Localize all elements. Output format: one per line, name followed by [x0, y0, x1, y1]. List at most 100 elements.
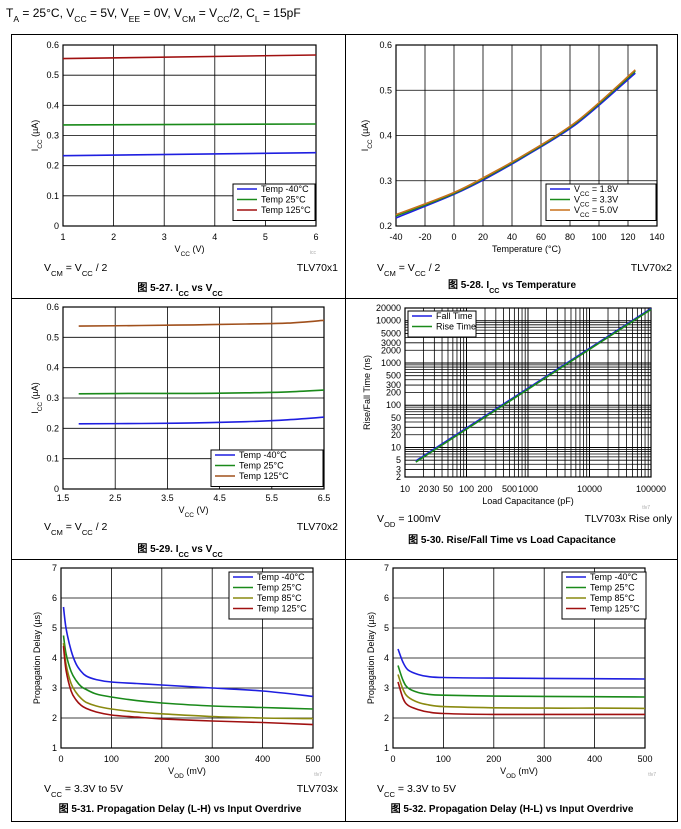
x-tick-label: 10000	[577, 484, 602, 494]
x-tick-label: 0	[58, 754, 63, 764]
y-tick-label: 6	[384, 593, 389, 603]
y-tick-label: 2000	[381, 345, 401, 355]
x-tick-label: 500	[502, 484, 517, 494]
x-tick-label: 400	[255, 754, 270, 764]
x-tick-label: 3	[162, 232, 167, 242]
x-tick-label: 30	[429, 484, 439, 494]
plot-area-border	[60, 567, 314, 749]
x-tick-label: 80	[565, 232, 575, 242]
y-tick-label: 2	[52, 713, 57, 723]
y-tick-label: 3	[52, 683, 57, 693]
y-axis-label: ICC (µA)	[30, 120, 44, 152]
chart-5-31: 0 100 200 300 400 500 1 2 3 4 5 6 7 VOD (mV) Propagati…	[32, 563, 339, 815]
series-line-2	[415, 308, 652, 463]
x-tick-label: 2	[111, 232, 116, 242]
figure-grid-frame	[11, 34, 678, 822]
x-tick-label: 100	[459, 484, 474, 494]
x-tick-label: 20	[419, 484, 429, 494]
legend-label: Temp 25°C	[257, 583, 302, 593]
y-tick-label: 5	[52, 623, 57, 633]
x-tick-label: 400	[587, 754, 602, 764]
x-tick-label: 10	[400, 484, 410, 494]
condition-note: VCM = VCC / 2	[377, 262, 441, 278]
conditions-header: TA = 25°C, VCC = 5V, VEE = 0V, VCM = VCC…	[6, 6, 301, 24]
legend-label: Temp -40°C	[239, 450, 287, 460]
y-tick-label: 4	[384, 653, 389, 663]
x-tick-label: 6	[313, 232, 318, 242]
figure-caption: 图 5-31. Propagation Delay (L-H) vs Input…	[59, 803, 302, 815]
series-line-1	[78, 416, 325, 425]
legend-label: Fall Time	[436, 311, 473, 321]
y-axis-label: ICC (µA)	[360, 120, 374, 152]
x-tick-label: 100	[104, 754, 119, 764]
x-tick-label: 5	[263, 232, 268, 242]
series-line-3	[62, 54, 317, 60]
x-tick-label: 100000	[636, 484, 666, 494]
series-line-1	[62, 606, 314, 698]
legend-label: Temp 25°C	[239, 461, 284, 471]
chart-5-29: 1.5 2.5 3.5 4.5 5.5 6.5 0 0.1 0.2 0.3 0.4 0.5 0.6 VCC…	[30, 302, 338, 559]
series-line-2	[62, 123, 317, 126]
condition-note: VCC = 3.3V to 5V	[44, 783, 123, 799]
y-tick-label: 0.3	[46, 393, 59, 403]
legend-box	[210, 449, 324, 487]
y-tick-label: 20	[391, 430, 401, 440]
series-line-2	[397, 665, 646, 698]
y-tick-label: 0.5	[46, 70, 59, 80]
legend-label: Temp 25°C	[261, 195, 306, 205]
y-tick-label: 20000	[376, 303, 401, 313]
watermark: tlv7	[648, 772, 656, 778]
device-label: TLV703x Rise only	[585, 513, 673, 525]
plot-area-border	[62, 306, 325, 490]
plot-area-border	[404, 307, 652, 478]
figure-caption: 图 5-27. ICC vs VCC	[137, 282, 222, 298]
watermark: tlv7	[314, 772, 322, 778]
y-tick-label: 30	[391, 422, 401, 432]
watermark: icc	[310, 250, 317, 256]
series-line-3	[62, 642, 314, 720]
condition-note: VCM = VCC / 2	[44, 262, 108, 278]
x-axis-label: Temperature (°C)	[492, 244, 561, 254]
legend-box	[545, 183, 657, 221]
y-axis-label: ICC (µA)	[30, 382, 44, 414]
y-tick-label: 0.2	[46, 161, 59, 171]
y-tick-label: 0.6	[379, 40, 392, 50]
x-tick-label: -40	[389, 232, 402, 242]
legend-box	[561, 571, 647, 620]
y-tick-label: 100	[386, 400, 401, 410]
legend-label: Temp -40°C	[261, 184, 309, 194]
x-tick-label: 50	[443, 484, 453, 494]
y-tick-label: 5000	[381, 328, 401, 338]
x-tick-label: 500	[305, 754, 320, 764]
y-tick-label: 5	[396, 455, 401, 465]
legend-label: Temp 125°C	[261, 205, 311, 215]
x-tick-label: 4.5	[213, 493, 226, 503]
chart-5-30: 10 20 30 50 100 200 500 1000 10000 10000023510203…	[362, 303, 673, 546]
device-label: TLV703x	[297, 783, 339, 795]
y-tick-label: 1000	[381, 358, 401, 368]
y-tick-label: 7	[384, 563, 389, 573]
series-line-3	[78, 319, 325, 327]
legend-label: VCC = 1.8V	[574, 184, 618, 198]
device-label: TLV70x1	[297, 262, 338, 274]
x-tick-label: -20	[418, 232, 431, 242]
x-tick-label: 0	[390, 754, 395, 764]
x-axis-label: VOD (mV)	[168, 766, 206, 780]
series-line-3	[395, 69, 636, 216]
chart-5-32: 0 100 200 300 400 500 1 2 3 4 5 6 7 VOD (mV) Propagati…	[366, 563, 656, 815]
x-tick-label: 20	[478, 232, 488, 242]
y-tick-label: 2	[384, 713, 389, 723]
y-tick-label: 0.1	[46, 191, 59, 201]
x-tick-label: 200	[154, 754, 169, 764]
x-tick-label: 2.5	[109, 493, 122, 503]
y-tick-label: 0.6	[46, 40, 59, 50]
legend-label: Temp 125°C	[257, 604, 307, 614]
chart-5-28: -40 -20 0 20 40 60 80 100 120 140 0.2 0.3 0.4 0.5 0.6 T…	[360, 40, 672, 295]
x-tick-label: 300	[537, 754, 552, 764]
x-tick-label: 60	[536, 232, 546, 242]
y-tick-label: 0.4	[46, 100, 59, 110]
device-label: TLV70x2	[631, 262, 672, 274]
y-tick-label: 0.5	[46, 332, 59, 342]
